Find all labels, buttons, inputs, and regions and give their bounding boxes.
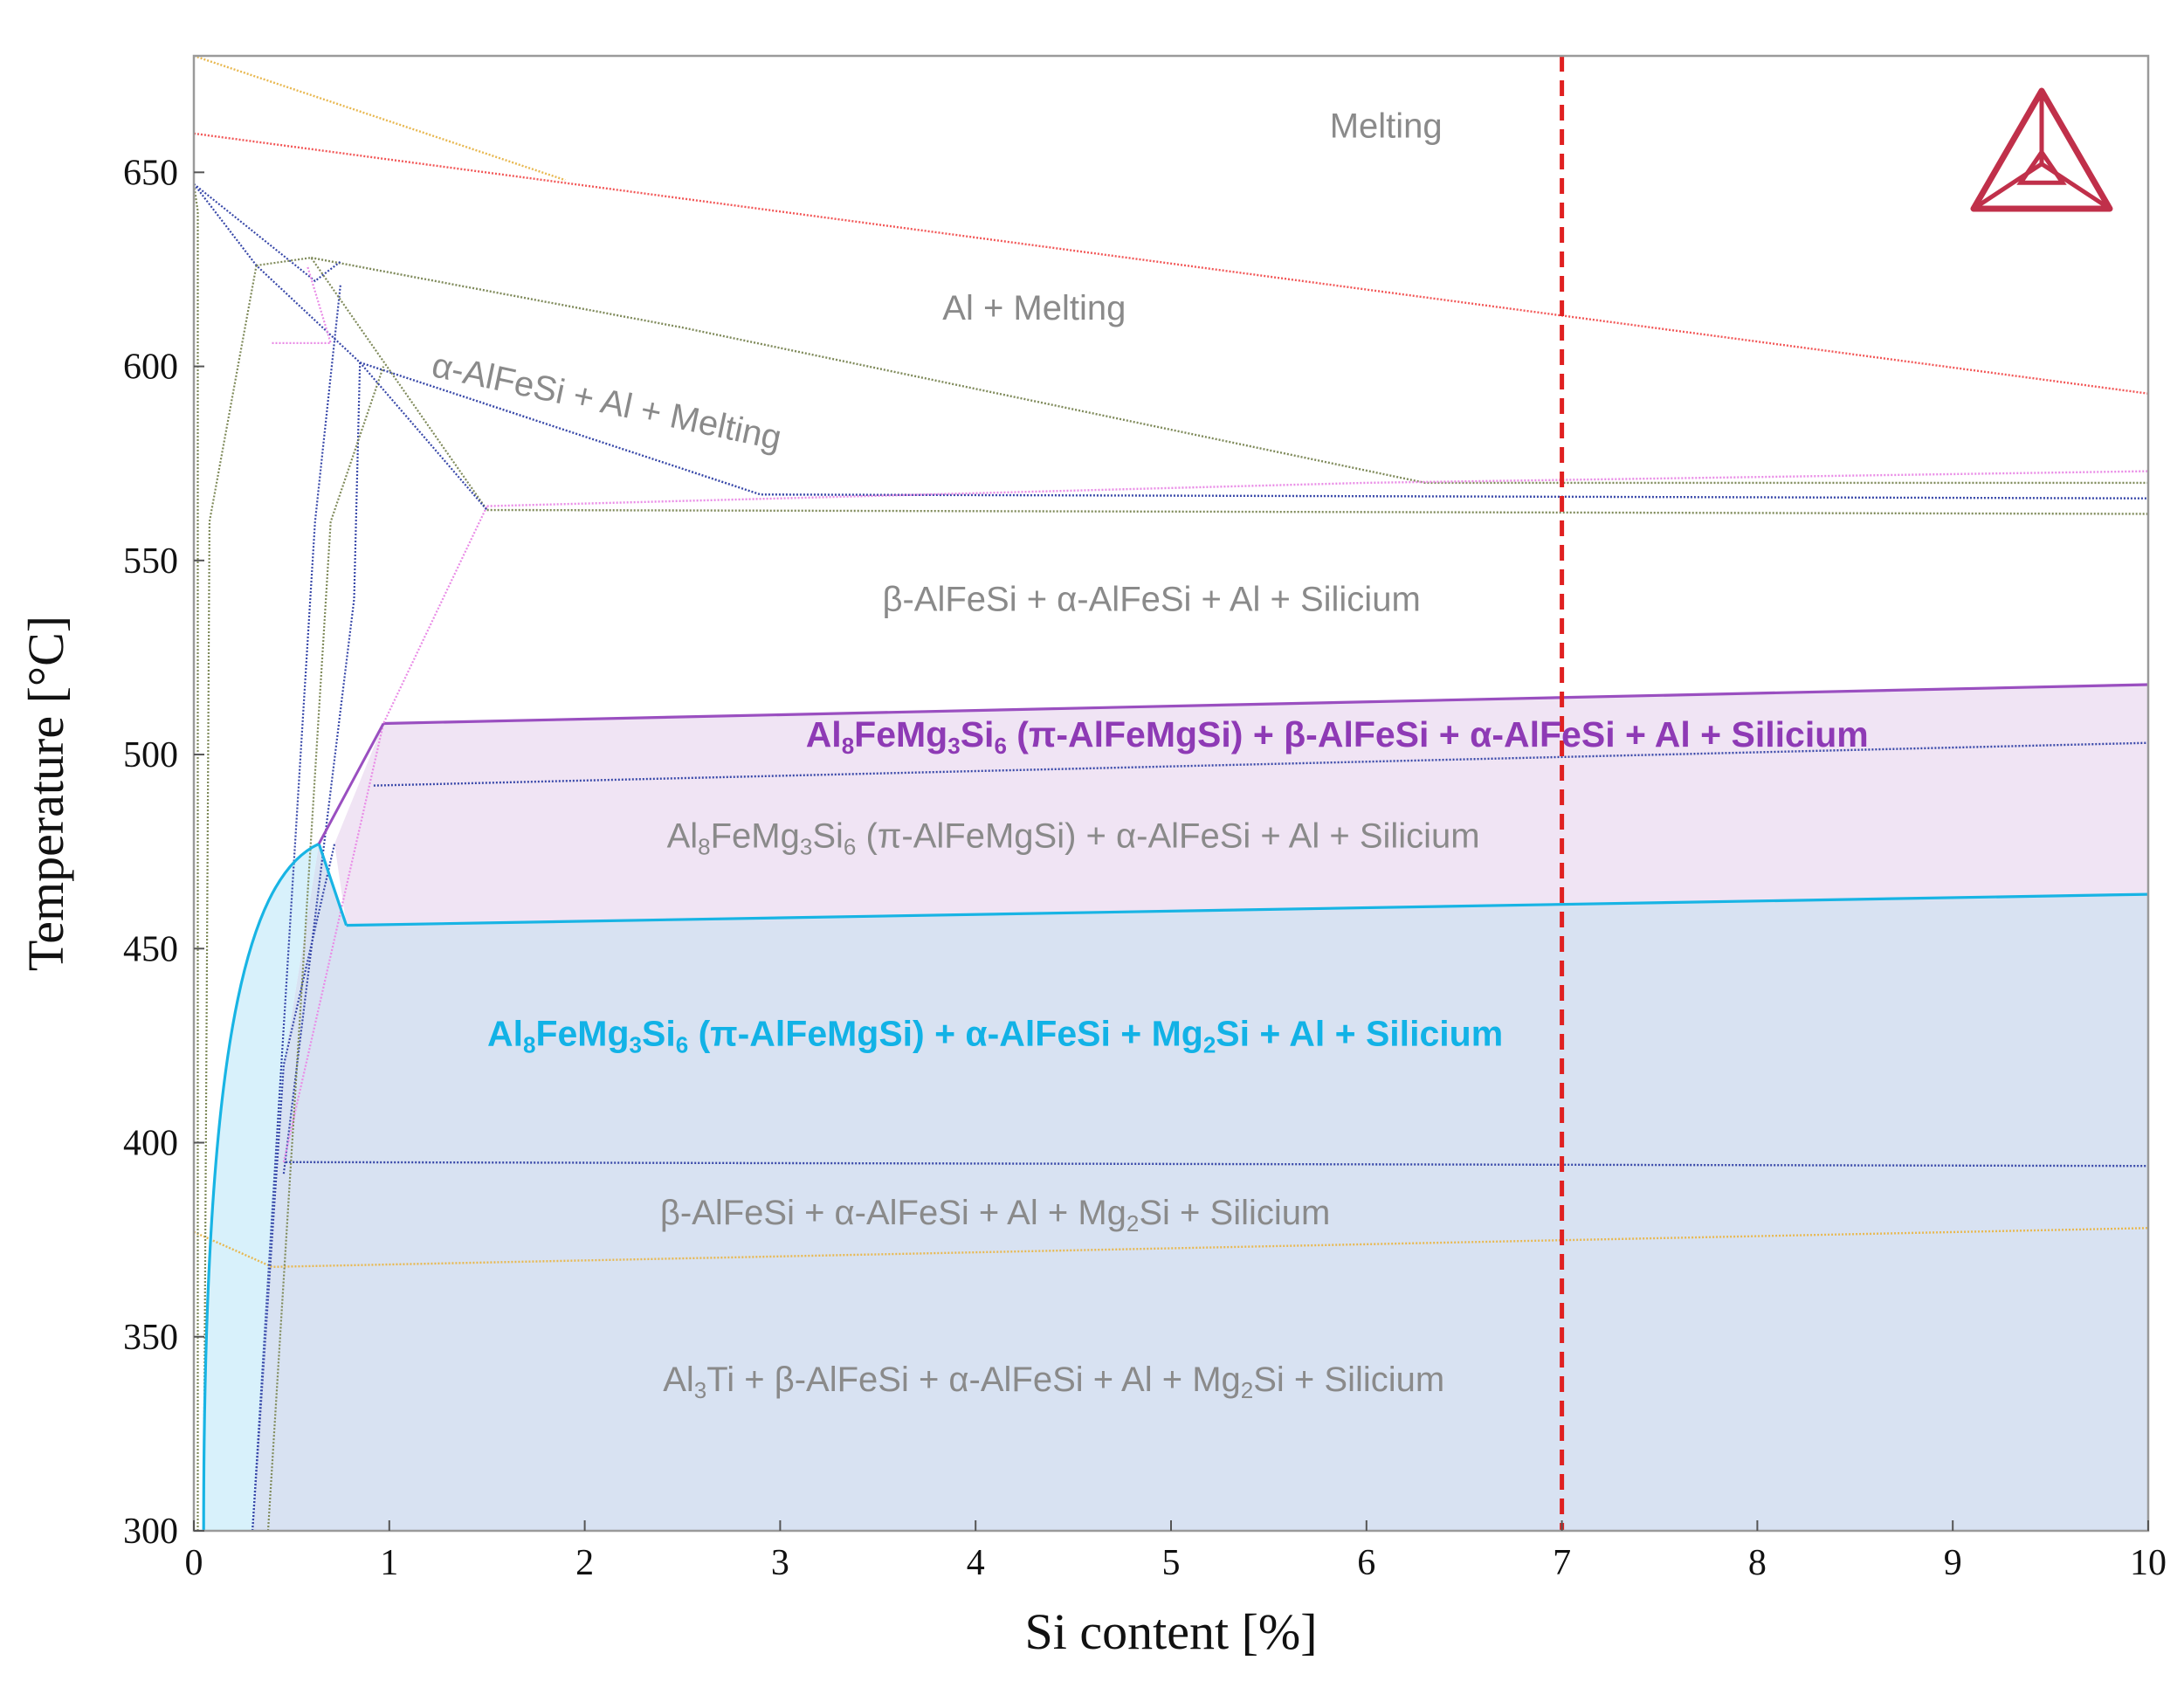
boundary-cyan-456 [346,892,2149,927]
label-text: Si + Silicium [1253,1361,1444,1399]
boundary-steep-11 [192,183,199,1531]
x-tick-label: 7 [1553,1543,1571,1583]
y-axis-title: Temperature [°C] [17,616,74,971]
x-tick-label: 9 [1944,1543,1962,1583]
x-axis-title: Si content [%] [1024,1603,1317,1660]
region-label-7: β-AlFeSi + α-AlFeSi + Al + Mg2Si + Silic… [660,1194,1331,1237]
boundary-steep-6 [193,183,341,283]
label-text: Si [812,817,844,856]
boundary-steep-9 [272,265,333,344]
y-tick-label: 300 [123,1512,178,1552]
boundary-pink-566 [486,470,2149,507]
label-text: α-AlFeSi + Al + Melting [429,346,785,458]
x-tick-label: 5 [1162,1543,1181,1583]
label-text: Al [487,1013,523,1053]
subscript: 6 [994,733,1006,759]
x-tick-label: 3 [771,1543,789,1583]
label-text: Si + Al + Silicium [1216,1013,1503,1053]
boundary-navy-alpha-melting [359,361,2149,499]
label-text: Al [667,817,699,856]
subscript: 2 [1203,1031,1216,1058]
y-tick-label: 650 [123,153,178,193]
subscript: 3 [947,733,960,759]
label-text: β-AlFeSi + α-AlFeSi + Al + Silicium [882,581,1420,619]
boundary-navy-395 [286,1161,2149,1168]
phase-boundary-lines [192,54,2149,1532]
subscript: 3 [630,1031,642,1058]
logo-spoke-2 [2040,162,2112,211]
subscript: 2 [1126,1210,1139,1237]
boundary-olive-al-melting [311,256,2148,485]
subscript: 8 [698,834,710,860]
region-label-6: Al8FeMg3Si6 (π-AlFeMgSi) + α-AlFeSi + Mg… [487,1013,1503,1058]
subscript: 8 [523,1031,535,1058]
region-label-2: α-AlFeSi + Al + Melting [429,346,785,458]
region-label-1: Al + Melting [942,289,1126,327]
subscript: 3 [800,834,812,860]
boundary-cyan-curve [202,842,348,1532]
phase-region-fills [203,685,2148,1531]
purple-region-fill [334,685,2148,926]
region-label-8: Al3Ti + β-AlFeSi + α-AlFeSi + Al + Mg2Si… [663,1361,1444,1403]
region-label-0: Melting [1330,107,1443,145]
y-tick-label: 350 [123,1318,178,1358]
x-tick-label: 2 [575,1543,594,1583]
label-text: (π-AlFeMgSi) + α-AlFeSi + Al + Silicium [856,817,1479,856]
label-text: FeMg [711,817,800,856]
thermo-calc-triangle-icon [1970,87,2113,212]
boundary-steep-2 [282,362,362,1175]
label-text: FeMg [535,1013,629,1053]
y-tick-label: 400 [123,1124,178,1164]
boundary-purple-top [383,683,2149,726]
boundary-liquidus [193,132,2149,395]
label-text: Ti + β-AlFeSi + α-AlFeSi + Al + Mg [706,1361,1241,1399]
region-label-4: Al8FeMg3Si6 (π-AlFeMgSi) + β-AlFeSi + α-… [806,714,1869,759]
boundary-steep-1 [251,285,341,1532]
boundary-steep-10 [359,362,488,511]
x-tick-label: 6 [1357,1543,1375,1583]
label-text: Al [806,714,842,754]
label-text: Si [961,714,995,754]
x-tick-label: 1 [380,1543,398,1583]
y-tick-label: 450 [123,929,178,969]
boundary-purple-left [317,722,385,845]
boundary-steep-3 [203,265,258,1532]
subscript: 2 [1241,1377,1253,1403]
x-tick-label: 8 [1748,1543,1767,1583]
blue-region-fill [252,844,2148,1531]
label-text: Si + Silicium [1139,1194,1330,1232]
label-text: Melting [1330,107,1443,145]
boundary-orange-lower [193,1227,2149,1269]
label-text: (π-AlFeMgSi) + β-AlFeSi + α-AlFeSi + Al … [1007,714,1869,754]
boundary-steep-4 [266,366,385,1532]
y-tick-label: 500 [123,735,178,775]
boundary-navy-492 [373,741,2149,787]
x-tick-label: 0 [185,1543,203,1583]
logo-outer-triangle [1970,87,2113,212]
subscript: 6 [844,834,856,860]
y-tick-label: 550 [123,541,178,582]
subscript: 6 [676,1031,688,1058]
subscript: 8 [842,733,854,759]
logo-spoke-1 [1972,162,2043,211]
region-label-5: Al8FeMg3Si6 (π-AlFeMgSi) + α-AlFeSi + Al… [667,817,1480,860]
label-text: β-AlFeSi + α-AlFeSi + Al + Mg [660,1194,1126,1232]
subscript: 3 [694,1377,706,1403]
logo-inner-triangle [2016,148,2067,185]
x-tick-label: 4 [967,1543,985,1583]
label-text: Al + Melting [942,289,1126,327]
boundary-steep-7 [256,256,488,511]
y-tick-label: 600 [123,348,178,388]
label-text: Si [642,1013,676,1053]
cyan-region-fill [203,844,320,1531]
boundary-orange-upper [193,54,566,182]
x-tick-label: 10 [2130,1543,2167,1583]
label-text: FeMg [854,714,947,754]
label-text: Al [663,1361,694,1399]
region-label-3: β-AlFeSi + α-AlFeSi + Al + Silicium [882,581,1420,619]
boundary-olive-562 [486,508,2149,515]
label-text: (π-AlFeMgSi) + α-AlFeSi + Mg [688,1013,1203,1053]
axis-ticks: 0 1 2 3 4 5 6 7 8 9 10 300 350 400 450 500 550 600 650 [123,153,2167,1583]
